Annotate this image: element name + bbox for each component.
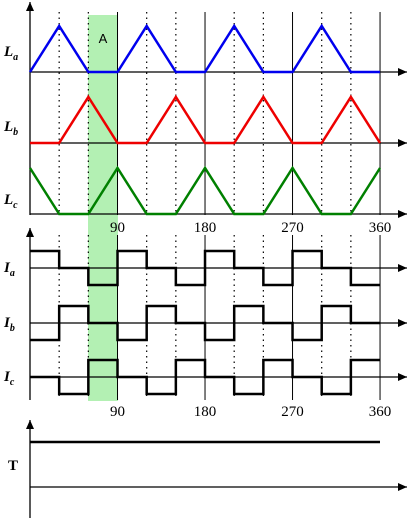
tick-label: 270 [281,220,304,236]
tick-label: 180 [194,220,217,236]
signal-label: T [8,458,18,474]
tick-label: 270 [281,404,304,420]
waveforms [28,23,382,444]
signal-name: I [3,260,11,276]
signal-name: L [3,192,13,208]
triangle-wave [30,94,382,145]
square-wave [30,358,381,396]
signal-label: La [3,44,18,63]
grid [26,2,407,518]
signal-name: I [3,315,11,331]
signal-label: Lc [3,192,18,211]
tick-label: 360 [369,220,392,236]
tick-label: 90 [110,220,125,236]
signal-label: Ib [3,315,15,334]
signal-subscript: c [13,200,18,211]
triangle-wave [28,23,381,74]
square-wave [30,249,381,287]
triangle-wave [28,165,382,216]
band-label: A [99,31,108,46]
signal-subscript: b [10,323,15,334]
tick-label: 180 [194,404,217,420]
tick-label: 360 [369,404,392,420]
signal-label: Ia [3,260,15,279]
tick-label: 90 [110,404,125,420]
signal-subscript: b [13,127,18,138]
signal-name: L [3,44,13,60]
signal-subscript: a [13,52,18,63]
signal-name: L [3,119,13,135]
signal-subscript: a [10,268,15,279]
signal-label: Ic [3,369,15,388]
signal-subscript: c [10,377,15,388]
square-wave [30,304,381,342]
signal-name: I [3,369,11,385]
signal-label: Lb [3,119,18,138]
